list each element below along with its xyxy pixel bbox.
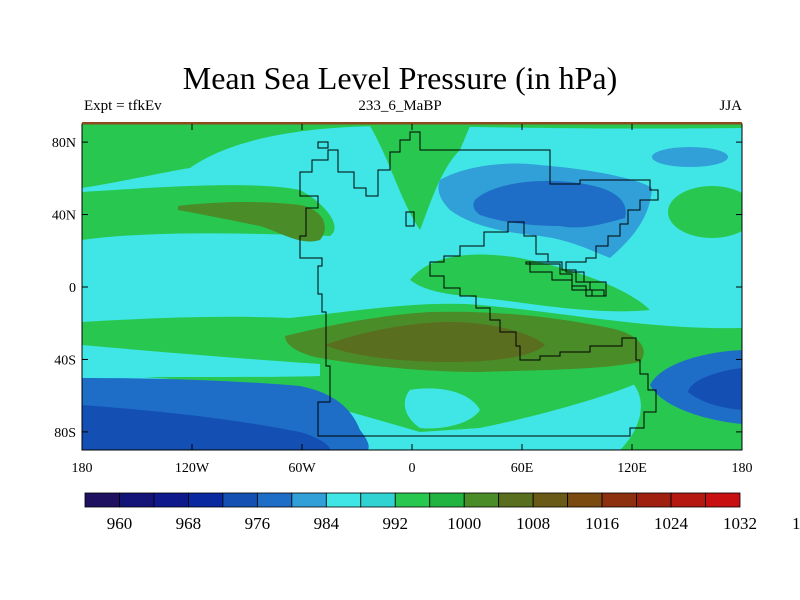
lon-tick-label: 60E (511, 461, 534, 476)
field-southern-low-east-core (688, 368, 742, 410)
field-tropical-green (410, 254, 650, 312)
lon-tick-label: 180 (732, 461, 753, 476)
colorbar-swatch (705, 492, 741, 508)
colorbar-swatch (360, 492, 396, 508)
field-south-cyan-gap (82, 345, 320, 378)
colorbar-swatch (222, 492, 258, 508)
lat-tick-label: 40S (54, 353, 76, 368)
colorbar-label: 992 (383, 514, 409, 533)
island-outline-2 (317, 141, 329, 149)
colorbar-label: 1032 (723, 514, 757, 533)
lat-tick-label: 0 (69, 281, 76, 296)
colorbar-swatch (119, 492, 155, 508)
field-atlantic-high (178, 202, 325, 242)
colorbar-label: 984 (314, 514, 340, 533)
colorbar-swatch (84, 492, 120, 508)
colorbar-swatch (256, 492, 293, 508)
island-outline-3 (405, 211, 415, 227)
field-arctic-low (652, 147, 728, 167)
field-southern-low-west-core (82, 405, 330, 450)
colorbar-label: 1024 (654, 514, 689, 533)
island-outline-1 (525, 261, 605, 297)
colorbar-swatch (670, 492, 706, 508)
lat-tick-label: 40N (52, 209, 76, 224)
colorbar-swatch (463, 492, 500, 508)
colorbar-swatch (636, 492, 672, 508)
latitude-axis: 80N 40N 0 40S 80S (52, 136, 742, 441)
colorbar-swatch (394, 492, 431, 508)
field-north-green (82, 124, 742, 188)
colorbar-swatch (601, 492, 637, 508)
lon-tick-label: 0 (409, 461, 416, 476)
lon-tick-label: 60W (288, 461, 316, 476)
field-south-high-core (325, 322, 545, 362)
north-pole-band (82, 122, 742, 125)
colorbar-swatch (188, 492, 224, 508)
lon-tick-label: 120E (617, 461, 647, 476)
colorbar-swatch (532, 492, 569, 508)
field-pacific-green-high (668, 186, 742, 238)
colorbar: 960 968 976 984 992 1000 1008 1016 1024 1032 1040 (84, 492, 800, 533)
field-south-pocket (404, 388, 480, 429)
colorbar-swatch (429, 492, 465, 508)
colorbar-label: 960 (107, 514, 133, 533)
lon-tick-label: 120W (175, 461, 210, 476)
lat-tick-label: 80S (54, 426, 76, 441)
colorbar-swatch (325, 492, 362, 508)
experiment-label: Expt = tfkEv (84, 98, 162, 114)
colorbar-label: 976 (245, 514, 271, 533)
continent-outline (299, 131, 659, 437)
colorbar-label: 1000 (447, 514, 481, 533)
field-northern-low-core (473, 180, 626, 228)
colorbar-label: 1016 (585, 514, 619, 533)
colorbar-swatch (567, 492, 603, 508)
pressure-field (82, 124, 742, 450)
longitude-axis: 180 120W 60W 0 60E 120E 180 (72, 124, 753, 476)
colorbar-label: 1040 (792, 514, 800, 533)
colorbar-swatch (291, 492, 327, 508)
colorbar-label: 1008 (516, 514, 550, 533)
colorbar-label: 968 (176, 514, 202, 533)
colorbar-swatch (153, 492, 189, 508)
colorbar-swatch (498, 492, 534, 508)
lat-tick-label: 80N (52, 136, 76, 151)
map-title: Mean Sea Level Pressure (in hPa) (182, 60, 618, 96)
lon-tick-label: 180 (72, 461, 93, 476)
season-label: JJA (719, 98, 742, 114)
period-label: 233_6_MaBP (358, 98, 442, 114)
